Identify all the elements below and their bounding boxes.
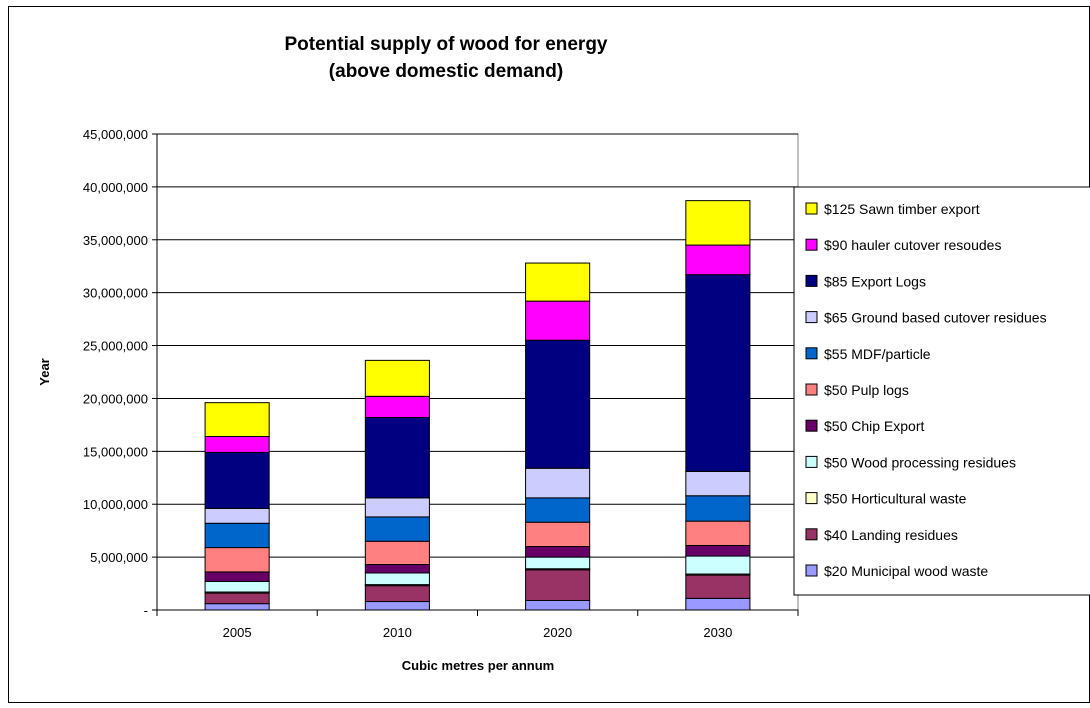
bar-segment [204, 571, 270, 582]
legend-swatch [805, 564, 818, 577]
x-axis-ticks: 2005 2010 2020 2030 [156, 609, 799, 640]
x-tick-label: 2010 [383, 625, 412, 640]
legend-swatch [805, 383, 818, 396]
legend-label: $55 MDF/particle [824, 346, 931, 362]
bar-segment [525, 599, 591, 611]
legend-label: $50 Wood processing residues [824, 454, 1016, 470]
legend-swatch [805, 492, 818, 505]
bar-segment [364, 572, 430, 586]
bar-segment [525, 569, 591, 601]
bar-segment [364, 601, 430, 611]
x-tick-label: 2030 [703, 625, 732, 640]
bar-segment [204, 603, 270, 611]
chart-frame: Potential supply of wood for energy (abo… [8, 6, 1090, 703]
legend: $125 Sawn timber export $90 hauler cutove… [805, 201, 1047, 579]
bar-segment [685, 495, 751, 522]
y-tick-label: - [144, 603, 148, 618]
y-tick-label: 10,000,000 [83, 497, 148, 512]
legend-swatch [805, 528, 818, 541]
y-tick-label: 20,000,000 [83, 391, 148, 406]
legend-swatch [805, 274, 818, 287]
bar-segment [685, 544, 751, 557]
bar-segment [364, 497, 430, 518]
bar-segment [204, 436, 270, 453]
bar-segment [685, 520, 751, 546]
y-tick-label: 40,000,000 [83, 180, 148, 195]
bar-segment [525, 556, 591, 570]
bar-segment [364, 516, 430, 542]
chart-title: Potential supply of wood for energy [284, 34, 607, 55]
bar-segment [525, 521, 591, 548]
bar-segment [204, 522, 270, 549]
bar-segment [364, 359, 430, 397]
x-tick-label: 2020 [543, 625, 572, 640]
y-tick-label: 45,000,000 [83, 127, 148, 142]
bar-segment [364, 416, 430, 499]
bar-segment [204, 580, 270, 593]
bar-segment [364, 395, 430, 418]
bar-segment [364, 540, 430, 566]
bar-segment [204, 507, 270, 524]
y-tick-label: 35,000,000 [83, 233, 148, 248]
x-tick-label: 2005 [223, 625, 252, 640]
bar-segment [525, 300, 591, 341]
chart-subtitle: (above domestic demand) [329, 61, 563, 82]
legend-label: $90 hauler cutover resoudes [824, 237, 1001, 253]
legend-swatch [805, 347, 818, 360]
bar-segment [204, 402, 270, 438]
y-axis-title: Year [37, 358, 52, 385]
bar-segment [685, 470, 751, 497]
bar-segment [525, 497, 591, 523]
legend-swatch [805, 419, 818, 432]
legend-swatch [805, 238, 818, 251]
y-tick-label: 5,000,000 [90, 550, 148, 565]
bar-segment [685, 200, 751, 246]
y-tick-label: 25,000,000 [83, 339, 148, 354]
legend-label: $20 Municipal wood waste [824, 563, 988, 579]
legend-label: $85 Export Logs [824, 273, 926, 289]
bar-segment [525, 262, 591, 302]
x-axis-title: Cubic metres per annum [402, 658, 554, 673]
bar-segment [685, 574, 751, 599]
legend-label: $50 Horticultural waste [824, 491, 967, 507]
bar-segment [204, 592, 270, 605]
bar-segment [204, 547, 270, 573]
legend-label: $50 Chip Export [824, 418, 925, 434]
bar-segment [525, 546, 591, 558]
legend-label: $65 Ground based cutover residues [824, 310, 1047, 326]
bar-segment [364, 585, 430, 603]
legend-swatch [805, 455, 818, 468]
bar-segment [685, 555, 751, 575]
legend-swatch [805, 311, 818, 324]
bar-segment [685, 274, 751, 472]
bar-segment [685, 244, 751, 276]
legend-label: $125 Sawn timber export [824, 201, 980, 217]
bar-segment [364, 564, 430, 574]
bars [204, 200, 751, 611]
chart: Potential supply of wood for energy (abo… [37, 34, 1090, 673]
bar-segment [685, 597, 751, 611]
bar-segment [525, 339, 591, 469]
y-tick-label: 30,000,000 [83, 286, 148, 301]
legend-box [793, 186, 1090, 596]
legend-swatch [805, 202, 818, 215]
y-axis-ticks: - 5,000,000 10,000,000 15,000,000 20,000,000… [83, 127, 158, 618]
y-tick-label: 15,000,000 [83, 444, 148, 459]
bar-segment [204, 451, 270, 509]
bar-segment [525, 467, 591, 499]
legend-label: $50 Pulp logs [824, 382, 909, 398]
legend-label: $40 Landing residues [824, 527, 958, 543]
